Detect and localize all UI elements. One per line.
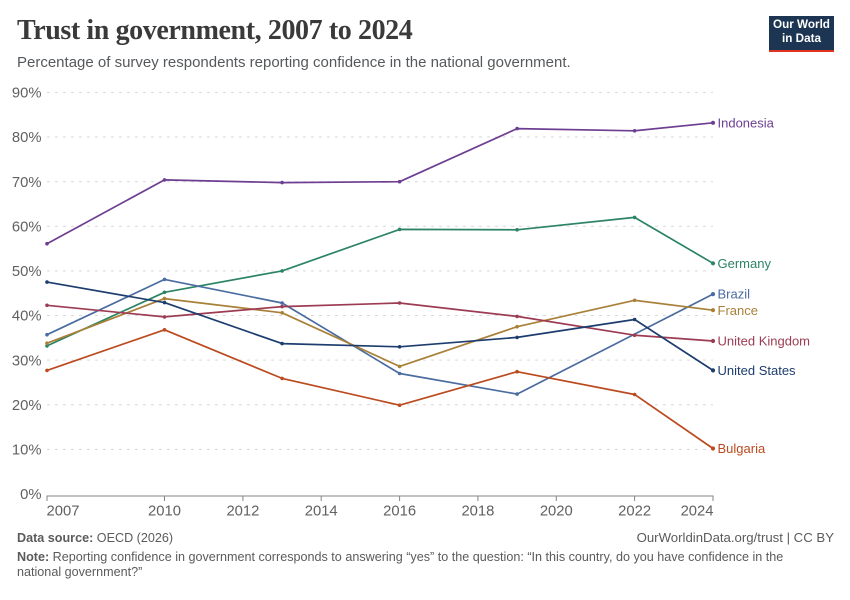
svg-text:Bulgaria: Bulgaria bbox=[718, 441, 766, 456]
svg-text:2020: 2020 bbox=[540, 503, 573, 519]
svg-text:2024: 2024 bbox=[681, 503, 714, 519]
svg-text:90%: 90% bbox=[12, 86, 42, 102]
svg-text:0%: 0% bbox=[20, 487, 41, 503]
svg-text:2022: 2022 bbox=[618, 503, 651, 519]
svg-text:40%: 40% bbox=[12, 309, 42, 325]
svg-text:10%: 10% bbox=[12, 443, 42, 459]
svg-text:2012: 2012 bbox=[226, 503, 259, 519]
svg-text:70%: 70% bbox=[12, 175, 42, 191]
svg-text:20%: 20% bbox=[12, 398, 42, 414]
svg-text:United States: United States bbox=[718, 363, 797, 378]
svg-text:2007: 2007 bbox=[47, 503, 80, 519]
svg-text:France: France bbox=[718, 303, 758, 318]
svg-text:2016: 2016 bbox=[383, 503, 416, 519]
svg-text:Brazil: Brazil bbox=[718, 287, 751, 302]
svg-text:30%: 30% bbox=[12, 353, 42, 369]
svg-text:United Kingdom: United Kingdom bbox=[718, 334, 811, 349]
svg-text:50%: 50% bbox=[12, 264, 42, 280]
svg-text:60%: 60% bbox=[12, 219, 42, 235]
svg-text:80%: 80% bbox=[12, 130, 42, 146]
svg-text:2010: 2010 bbox=[148, 503, 181, 519]
svg-text:2018: 2018 bbox=[461, 503, 494, 519]
svg-text:Germany: Germany bbox=[718, 256, 772, 271]
svg-text:2014: 2014 bbox=[305, 503, 338, 519]
svg-text:Indonesia: Indonesia bbox=[718, 115, 775, 130]
